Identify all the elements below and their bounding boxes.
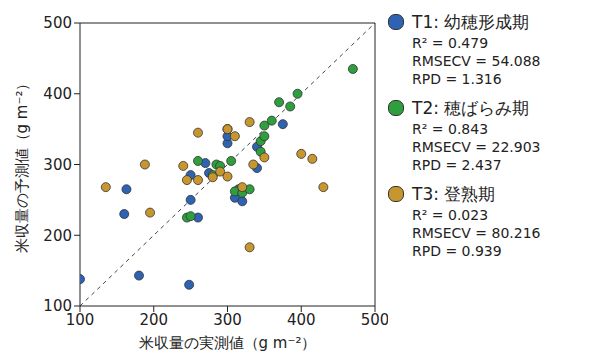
- svg-text:300: 300: [43, 156, 72, 174]
- html-text:RPD = 1.316: RPD = 1.316: [412, 71, 502, 87]
- html-text:T3: 登熟期: T3: 登熟期: [412, 184, 496, 204]
- svg-text:400: 400: [287, 311, 316, 329]
- svg-text:200: 200: [43, 227, 72, 245]
- html-text:R² = 0.023: R² = 0.023: [412, 207, 489, 223]
- html-text:R² = 0.843: R² = 0.843: [412, 121, 489, 137]
- html-text:RMSECV = 22.903: RMSECV = 22.903: [412, 139, 541, 155]
- html-text:T1: 幼穂形成期: T1: 幼穂形成期: [412, 12, 530, 32]
- html-text:RPD = 2.437: RPD = 2.437: [412, 157, 502, 173]
- svg-text:米収量の実測値（g m⁻²）: 米収量の実測値（g m⁻²）: [139, 334, 317, 352]
- html-text:RPD = 0.939: RPD = 0.939: [412, 243, 502, 259]
- svg-text:500: 500: [361, 311, 388, 329]
- html-text:R² = 0.479: R² = 0.479: [412, 35, 489, 51]
- html-text:RMSECV = 54.088: RMSECV = 54.088: [412, 53, 541, 69]
- svg-text:300: 300: [213, 311, 242, 329]
- svg-text:100: 100: [65, 310, 95, 329]
- svg-text:400: 400: [43, 85, 72, 103]
- svg-text:100: 100: [43, 297, 72, 315]
- svg-text:200: 200: [139, 311, 168, 329]
- html-text:RMSECV = 80.216: RMSECV = 80.216: [412, 225, 541, 241]
- svg-text:米収量の予測値（g m⁻²）: 米収量の予測値（g m⁻²）: [13, 76, 31, 254]
- svg-text:500: 500: [43, 14, 72, 32]
- html-text:T2: 穂ばらみ期: T2: 穂ばらみ期: [412, 98, 530, 118]
